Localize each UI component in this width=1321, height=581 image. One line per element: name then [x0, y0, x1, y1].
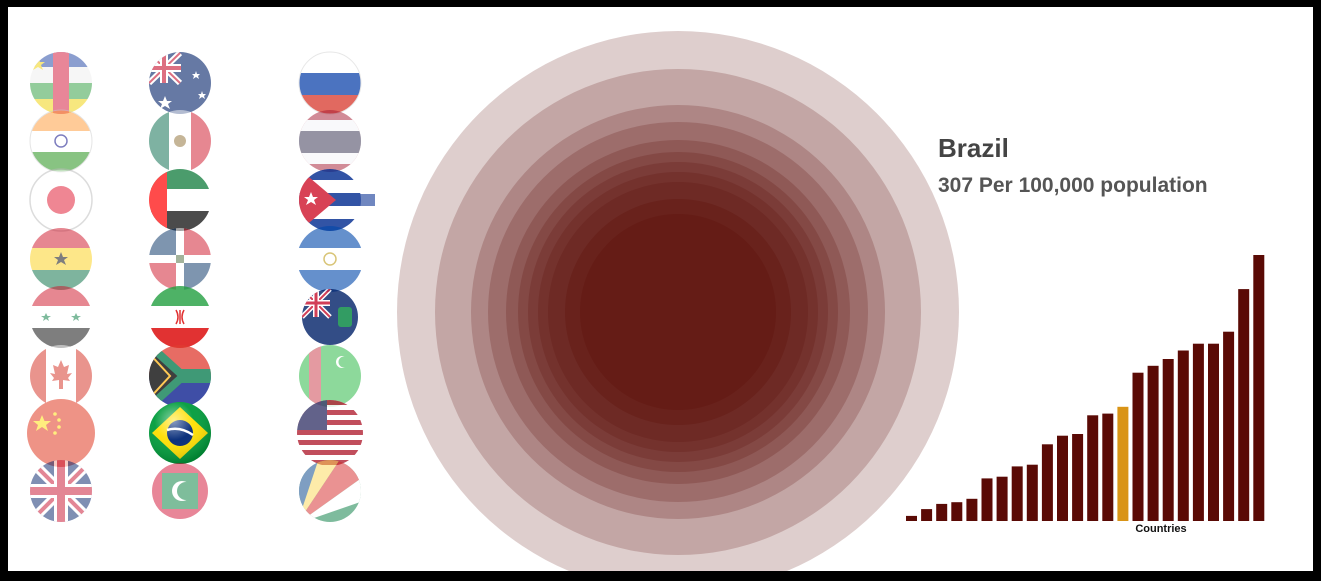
- ring: [565, 199, 791, 425]
- russia-flag-icon[interactable]: [297, 51, 363, 117]
- el-salvador-flag-icon[interactable]: [297, 226, 363, 292]
- bar[interactable]: [951, 502, 963, 521]
- mexico-flag-icon[interactable]: [147, 109, 213, 175]
- selected-country-value: 307 Per 100,000 population: [938, 174, 1208, 197]
- bar[interactable]: [1132, 372, 1144, 521]
- seychelles-flag-icon[interactable]: [297, 458, 363, 524]
- bar-chart: [906, 255, 1265, 522]
- bar[interactable]: [981, 478, 993, 521]
- x-axis-label: Countries: [1135, 523, 1187, 535]
- selected-country-title: Brazil: [938, 133, 1009, 163]
- ring: [580, 214, 776, 410]
- bar[interactable]: [996, 476, 1008, 521]
- bar[interactable]: [936, 503, 948, 521]
- bar[interactable]: [1238, 289, 1250, 521]
- bar[interactable]: [1253, 255, 1265, 521]
- ring: [397, 31, 959, 571]
- united-arab-emirates-flag-icon[interactable]: [147, 167, 213, 233]
- ring: [518, 152, 838, 472]
- bar[interactable]: [1162, 359, 1174, 521]
- ring: [538, 172, 818, 452]
- bar[interactable]: [1223, 331, 1235, 521]
- bar[interactable]: [921, 509, 933, 521]
- ring: [471, 105, 885, 519]
- maldives-flag-icon[interactable]: [150, 461, 210, 521]
- ring: [435, 69, 921, 555]
- brazil-flag-icon[interactable]: [147, 400, 213, 466]
- visualization-frame: Brazil 307 Per 100,000 population Countr…: [8, 7, 1313, 571]
- ring: [506, 140, 850, 484]
- thailand-flag-icon[interactable]: [297, 109, 363, 175]
- bar[interactable]: [1041, 444, 1053, 521]
- iran-flag-icon[interactable]: [147, 284, 213, 350]
- bar[interactable]: [1072, 434, 1084, 521]
- bar[interactable]: [1147, 365, 1159, 521]
- turkmenistan-flag-icon[interactable]: [297, 343, 363, 409]
- bar[interactable]: [966, 498, 978, 521]
- bar[interactable]: [1087, 415, 1099, 521]
- bar[interactable]: [1026, 464, 1038, 521]
- cuba-flag-icon[interactable]: [297, 167, 375, 233]
- bar[interactable]: [1057, 435, 1068, 521]
- china-flag-icon[interactable]: [25, 397, 97, 469]
- concentric-circles: [397, 31, 959, 571]
- bar[interactable]: [1102, 413, 1114, 521]
- bar[interactable]: [1011, 466, 1023, 521]
- flag-grid: [25, 51, 375, 524]
- india-flag-icon[interactable]: [28, 109, 94, 174]
- ring: [528, 162, 828, 462]
- ring: [488, 122, 868, 502]
- bar-selected[interactable]: [1117, 406, 1129, 521]
- bar[interactable]: [1208, 343, 1219, 521]
- ghana-flag-icon[interactable]: [28, 226, 94, 292]
- syria-flag-icon[interactable]: [28, 284, 94, 350]
- australia-flag-icon[interactable]: [147, 51, 213, 117]
- bar[interactable]: [1192, 343, 1204, 521]
- ring: [548, 182, 808, 442]
- bar[interactable]: [1177, 350, 1189, 522]
- bar[interactable]: [906, 515, 917, 521]
- virgin-islands-flag-icon[interactable]: [302, 289, 358, 345]
